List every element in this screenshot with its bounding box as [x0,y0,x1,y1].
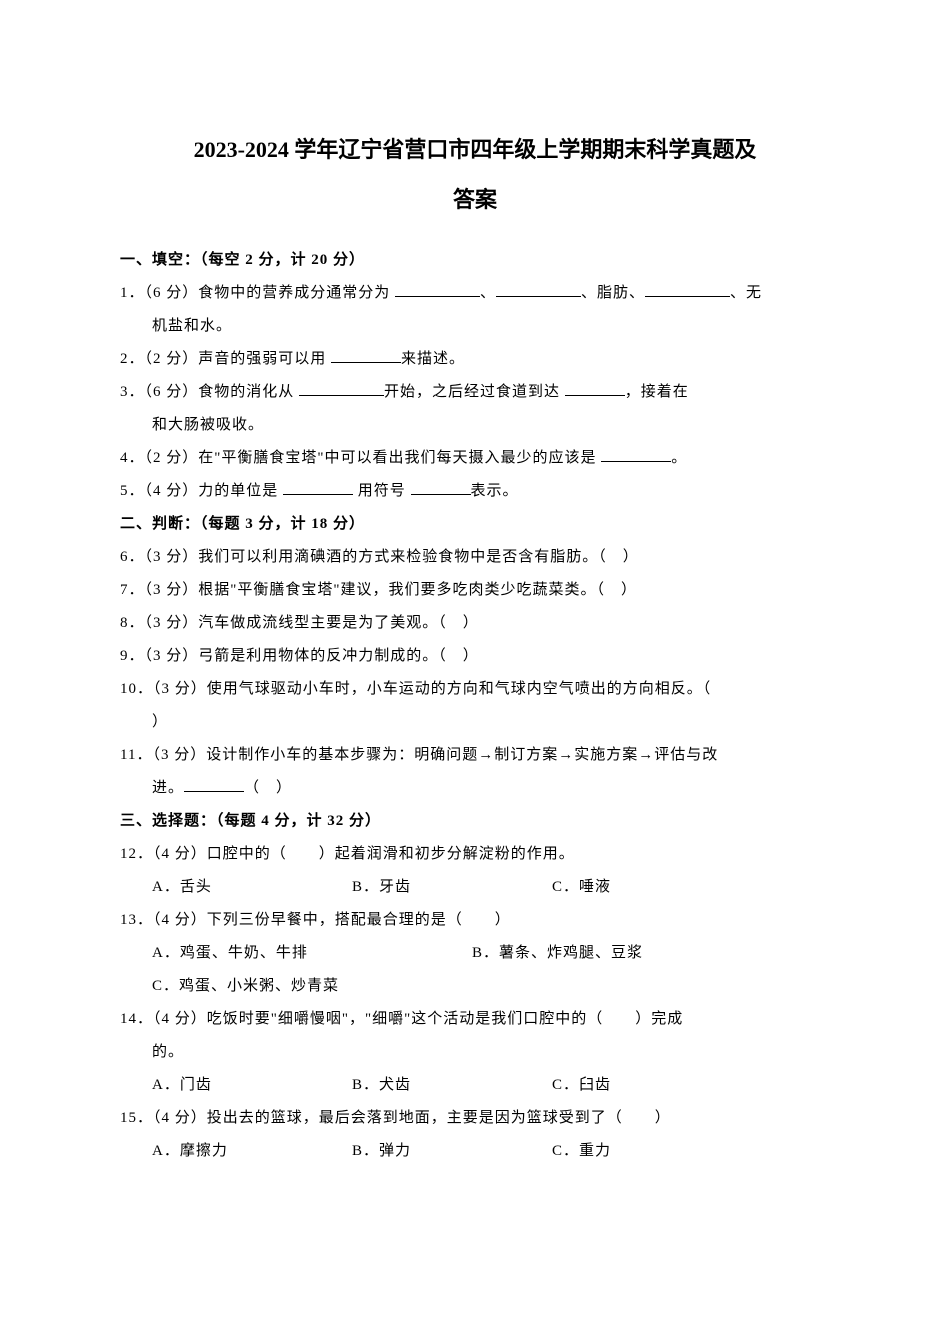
question-6: 6．（3 分）我们可以利用滴碘酒的方式来检验食物中是否含有脂肪。（ ） [120,541,830,574]
q11-cont-b: （ ） [244,780,292,796]
blank [331,362,401,363]
blank [395,296,480,297]
q2-text-b: 来描述。 [401,351,465,367]
section1-header: 一、填空：（每空 2 分，计 20 分） [120,244,830,277]
q3-text-b: 开始，之后经过食道到达 [384,384,565,400]
main-title-line1: 2023-2024 学年辽宁省营口市四年级上学期期末科学真题及 [120,130,830,170]
q2-text-a: 2．（2 分）声音的强弱可以用 [120,351,331,367]
blank [184,791,244,792]
q5-text-c: 表示。 [471,483,519,499]
q1-text-a: 1．（6 分）食物中的营养成分通常分为 [120,285,395,301]
question-5: 5．（4 分）力的单位是 用符号 表示。 [120,475,830,508]
q11-cont-a: 进。 [152,780,184,796]
q13-opt-c: C．鸡蛋、小米粥、炒青菜 [152,970,339,1003]
q14-opt-c: C．臼齿 [552,1069,752,1102]
blank [645,296,730,297]
q12-options: A．舌头B．牙齿C．唾液 [120,871,830,904]
question-12: 12．（4 分）口腔中的（ ）起着润滑和初步分解淀粉的作用。 [120,838,830,871]
q3-text-c: ，接着在 [625,384,689,400]
question-13: 13．（4 分）下列三份早餐中，搭配最合理的是（ ） [120,904,830,937]
q5-text-a: 5．（4 分）力的单位是 [120,483,283,499]
q12-opt-c: C．唾液 [552,871,752,904]
q12-opt-a: A．舌头 [152,871,352,904]
q1-text-c: 、脂肪、 [581,285,645,301]
q4-text-a: 4．（2 分）在"平衡膳食宝塔"中可以看出我们每天摄入最少的应该是 [120,450,601,466]
q3-cont: 和大肠被吸收。 [120,409,830,442]
question-10: 10．（3 分）使用气球驱动小车时，小车运动的方向和气球内空气喷出的方向相反。（ [120,673,830,706]
q1-text-d: 、无 [730,285,762,301]
blank [411,494,471,495]
q14-opt-a: A．门齿 [152,1069,352,1102]
q1-text-b: 、 [480,285,496,301]
q1-cont: 机盐和水。 [120,310,830,343]
q14-cont: 的。 [120,1036,830,1069]
q15-opt-c: C．重力 [552,1135,752,1168]
q13-options-2: C．鸡蛋、小米粥、炒青菜 [120,970,830,1003]
q15-opt-b: B．弹力 [352,1135,552,1168]
question-15: 15．（4 分）投出去的篮球，最后会落到地面，主要是因为篮球受到了（ ） [120,1102,830,1135]
question-11: 11．（3 分）设计制作小车的基本步骤为：明确问题→制订方案→实施方案→评估与改 [120,739,830,772]
q13-options-1: A．鸡蛋、牛奶、牛排B．薯条、炸鸡腿、豆浆 [120,937,830,970]
section2-header: 二、判断：（每题 3 分，计 18 分） [120,508,830,541]
q15-options: A．摩擦力B．弹力C．重力 [120,1135,830,1168]
section3-header: 三、选择题：（每题 4 分，计 32 分） [120,805,830,838]
q13-opt-b: B．薯条、炸鸡腿、豆浆 [472,937,792,970]
q5-text-b: 用符号 [353,483,411,499]
q15-opt-a: A．摩擦力 [152,1135,352,1168]
blank [299,395,384,396]
question-14: 14．（4 分）吃饭时要"细嚼慢咽"，"细嚼"这个活动是我们口腔中的（ ）完成 [120,1003,830,1036]
q13-opt-a: A．鸡蛋、牛奶、牛排 [152,937,472,970]
question-9: 9．（3 分）弓箭是利用物体的反冲力制成的。（ ） [120,640,830,673]
blank [283,494,353,495]
question-1: 1．（6 分）食物中的营养成分通常分为 、 、脂肪、 、无 [120,277,830,310]
question-8: 8．（3 分）汽车做成流线型主要是为了美观。（ ） [120,607,830,640]
q14-options: A．门齿B．犬齿C．臼齿 [120,1069,830,1102]
q14-opt-b: B．犬齿 [352,1069,552,1102]
main-title-line2: 答案 [120,182,830,214]
blank [601,461,671,462]
question-4: 4．（2 分）在"平衡膳食宝塔"中可以看出我们每天摄入最少的应该是 。 [120,442,830,475]
document-content: 2023-2024 学年辽宁省营口市四年级上学期期末科学真题及 答案 一、填空：… [0,0,950,1168]
blank [496,296,581,297]
question-3: 3．（6 分）食物的消化从 开始，之后经过食道到达 ，接着在 [120,376,830,409]
question-2: 2．（2 分）声音的强弱可以用 来描述。 [120,343,830,376]
q12-opt-b: B．牙齿 [352,871,552,904]
question-7: 7．（3 分）根据"平衡膳食宝塔"建议，我们要多吃肉类少吃蔬菜类。（ ） [120,574,830,607]
q3-text-a: 3．（6 分）食物的消化从 [120,384,299,400]
q10-cont: ） [120,706,830,739]
blank [565,395,625,396]
q11-cont: 进。 （ ） [120,772,830,805]
q4-text-b: 。 [671,450,687,466]
